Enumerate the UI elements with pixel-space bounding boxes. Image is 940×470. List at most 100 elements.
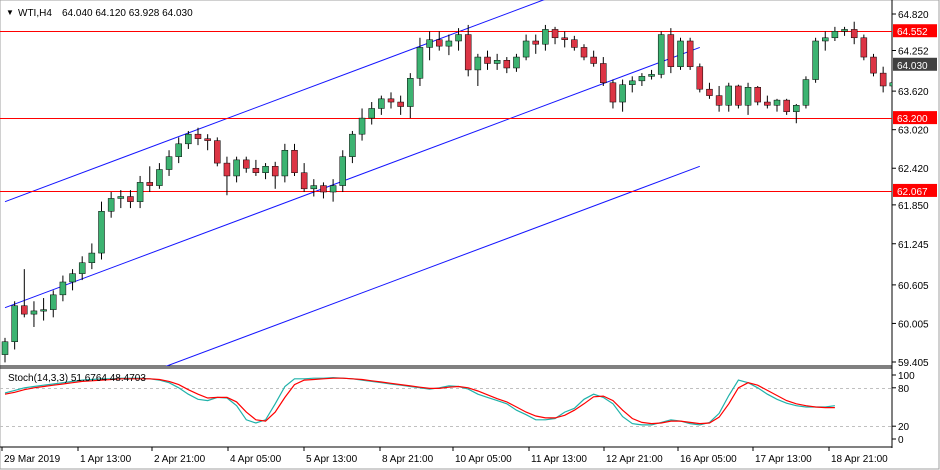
candle-body-bear <box>387 98 395 103</box>
candle <box>600 57 607 86</box>
candle <box>320 182 327 199</box>
price-tick-label: 64.820 <box>898 10 929 21</box>
candle-body-bull <box>445 40 453 47</box>
stoch-indicator-title: Stoch(14,3,3) 51.6764 48.4703 <box>8 373 146 384</box>
candle <box>40 298 47 321</box>
price-tick-label: 59.405 <box>898 358 929 369</box>
price-tick-label: 63.020 <box>898 126 929 137</box>
candle <box>879 66 887 93</box>
candle-body-bear <box>754 87 761 103</box>
stoch-tick-label: 0 <box>898 435 904 446</box>
candle-body-bull <box>407 78 414 107</box>
candle <box>349 130 356 164</box>
candle <box>580 44 588 61</box>
candle-body-bull <box>677 40 684 67</box>
candle <box>609 79 617 109</box>
candle-body-bull <box>281 149 289 177</box>
candle-body-bull <box>358 117 366 135</box>
candle-body-bear <box>484 56 491 64</box>
candle-body-bear <box>571 39 578 48</box>
candle-body-bear <box>503 60 511 69</box>
candle <box>300 163 308 193</box>
candle-body-bear <box>436 39 443 47</box>
candle-body-bear <box>397 101 404 107</box>
candle <box>542 24 549 51</box>
candle-body-bull <box>98 211 105 254</box>
candle <box>233 156 240 183</box>
candle <box>571 35 578 51</box>
dropdown-arrow-icon[interactable]: ▼ <box>6 8 14 17</box>
time-tick-label: 18 Apr 21:00 <box>831 454 888 465</box>
candle <box>744 82 752 115</box>
candle <box>513 53 520 72</box>
current-price-tag-label: 64.030 <box>897 61 928 72</box>
level-tag-label: 64.552 <box>897 27 928 38</box>
candle <box>629 76 636 93</box>
candle-body-bear <box>735 85 742 106</box>
candle-body-bear <box>551 29 559 39</box>
candle <box>870 53 877 77</box>
candle <box>706 82 713 99</box>
candle-body-bull <box>619 84 626 103</box>
axes-layer: 64.820 64.252 63.620 63.020 62.420 61.850 61.2… <box>1 10 937 465</box>
candle <box>136 175 144 209</box>
candle <box>291 143 298 176</box>
candle <box>98 201 105 260</box>
candle <box>783 98 790 115</box>
candle-body-bear <box>300 172 308 190</box>
candle <box>310 179 318 197</box>
candle-body-bull <box>11 305 18 343</box>
candle-body-bull <box>889 82 892 87</box>
stochastic-pane <box>0 376 892 427</box>
candle-body-bull <box>455 34 462 42</box>
candle <box>696 63 704 93</box>
candle <box>532 34 539 54</box>
candle <box>648 69 655 80</box>
stoch-tick-label: 20 <box>898 422 910 433</box>
candle-body-bear <box>580 47 588 58</box>
candles <box>1 21 892 363</box>
current-price-tag-bg <box>893 57 937 71</box>
candle <box>165 150 173 176</box>
candle <box>445 34 453 56</box>
candle <box>397 95 404 115</box>
candle-body-bear <box>532 40 539 45</box>
candle <box>339 150 346 193</box>
candle-body-bull <box>368 108 375 119</box>
candle <box>493 53 501 70</box>
candle-body-bear <box>850 29 858 39</box>
candle <box>735 84 742 109</box>
candle <box>30 301 38 327</box>
price-tick-label: 60.605 <box>898 281 929 292</box>
candle <box>214 137 221 167</box>
candle <box>503 57 511 74</box>
candle-body-bull <box>30 310 38 315</box>
candle <box>59 275 67 302</box>
candle-body-bull <box>629 80 636 85</box>
candle-body-bear <box>783 99 790 112</box>
stoch-tick-label: 100 <box>898 371 915 382</box>
candle <box>522 34 530 61</box>
time-tick-label: 16 Apr 05:00 <box>680 454 737 465</box>
candle <box>146 166 153 193</box>
channel-line-2 <box>4 46 700 309</box>
candle-body-bull <box>233 159 240 177</box>
candle-body-bull <box>88 252 96 263</box>
candle <box>812 37 819 83</box>
candle <box>69 269 76 291</box>
candle-body-bear <box>590 56 597 64</box>
level-tag-label: 63.200 <box>897 114 928 125</box>
candle-body-bear <box>21 305 28 315</box>
candle <box>889 82 892 87</box>
candle <box>194 127 202 146</box>
time-tick-label: 5 Apr 13:00 <box>306 454 358 465</box>
candle-body-bull <box>522 40 530 58</box>
price-tick-label: 64.252 <box>898 47 929 58</box>
candle-body-bear <box>715 95 723 106</box>
candle <box>368 102 375 125</box>
candle-body-bull <box>513 56 520 69</box>
time-tick-label: 10 Apr 05:00 <box>455 454 512 465</box>
candle-body-bear <box>243 159 250 169</box>
level-tag-bg <box>893 24 937 38</box>
candle <box>223 156 231 196</box>
